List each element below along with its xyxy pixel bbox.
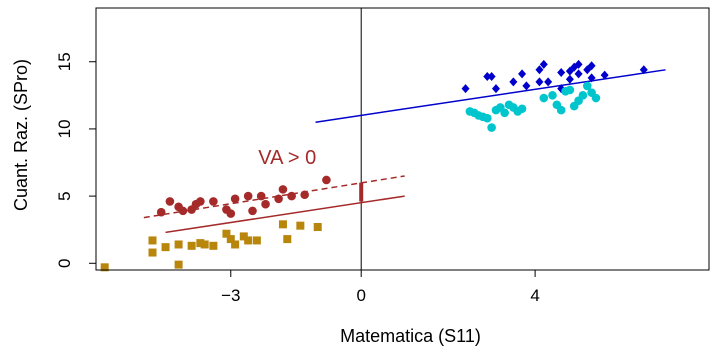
blue-diamond-point (535, 77, 544, 87)
red-circle-point (287, 191, 296, 201)
y-tick-label: 0 (55, 259, 74, 268)
blue-solid-line (315, 69, 666, 123)
y-tick-label: 5 (55, 191, 74, 200)
gold-square-point (313, 223, 322, 232)
gold-square-point (196, 239, 205, 248)
x-axis: −3 0 4 (221, 270, 540, 305)
y-tick-label: 10 (55, 119, 74, 138)
cyan-circle-point (517, 104, 527, 114)
cyan-circle-point (548, 91, 557, 100)
cyan-circle-point (565, 85, 575, 95)
blue-diamond-point (522, 81, 531, 91)
gold-square-point (174, 260, 183, 269)
cyan-circle-point (578, 91, 588, 100)
gold-square-point (187, 241, 196, 250)
cyan-circle-point (500, 108, 509, 118)
blue-diamond-point (518, 69, 527, 79)
gold-square-point (231, 240, 240, 249)
blue-diamond-point (600, 70, 609, 80)
blue-diamond-point (565, 74, 574, 84)
cyan-circle-point (582, 81, 592, 91)
gold-square-point (222, 229, 231, 238)
cyan-circle-point (482, 113, 492, 123)
blue-diamond-point (574, 69, 583, 79)
gold-square-point (278, 220, 287, 229)
blue-diamond-point (483, 72, 492, 82)
x-tick-label: 0 (356, 286, 365, 305)
cyan-circle-point (556, 105, 566, 115)
x-axis-title: Matematica (S11) (340, 326, 481, 346)
red-circle-point (300, 190, 309, 200)
blue-diamond-point (509, 77, 518, 87)
x-tick-label: 4 (530, 286, 539, 305)
red-circle-point (209, 197, 218, 206)
y-axis-title: Cuant. Raz. (SPro) (11, 59, 31, 211)
gold-square-point (174, 240, 183, 249)
blue-diamond-point (539, 59, 548, 69)
red-circle-point (274, 194, 283, 204)
gold-square-point (161, 243, 170, 252)
blue-diamond-point (587, 73, 596, 83)
x-tick-label: −3 (221, 286, 240, 305)
blue-diamond-point (491, 84, 500, 94)
red-circle-point (178, 206, 188, 216)
red-circle-point (322, 175, 331, 185)
gold-square-point (209, 241, 218, 250)
blue-diamond-point (587, 61, 596, 71)
annotation-label: VA > 0 (258, 147, 316, 169)
red-circle-point (196, 197, 205, 206)
red-circle-point (278, 185, 288, 194)
gold-square-point (148, 236, 157, 245)
cyan-circle-point (539, 93, 549, 103)
plot-frame (95, 7, 710, 271)
gold-square-point (296, 221, 305, 230)
red-circle-point (248, 206, 257, 216)
gold-square-point (148, 248, 157, 257)
chart-marks (100, 8, 666, 272)
blue-diamond-point (574, 59, 583, 69)
blue-diamond-point (487, 72, 496, 82)
gold-square-point (244, 236, 253, 245)
gold-square-point (226, 235, 235, 244)
gold-square-point (283, 235, 292, 244)
red-circle-point (165, 197, 175, 206)
red-circle-point (156, 207, 166, 217)
blue-diamond-point (639, 65, 648, 75)
red-circle-point (243, 191, 253, 201)
gold-square-point (200, 240, 209, 249)
y-axis: 0 5 10 15 (55, 52, 96, 268)
blue-diamond-point (557, 67, 566, 77)
red-circle-point (226, 209, 236, 218)
y-tick-label: 15 (55, 52, 74, 71)
red-circle-point (261, 199, 270, 209)
cyan-circle-point (591, 93, 601, 103)
red-solid-line (165, 195, 405, 234)
blue-diamond-point (535, 65, 544, 75)
red-circle-point (256, 191, 266, 201)
gold-square-point (100, 263, 109, 272)
red-circle-point (230, 194, 240, 204)
blue-diamond-point (544, 77, 553, 87)
blue-diamond-point (461, 84, 470, 94)
gold-square-point (239, 232, 248, 241)
cyan-circle-point (487, 123, 496, 132)
gold-square-point (252, 236, 261, 245)
